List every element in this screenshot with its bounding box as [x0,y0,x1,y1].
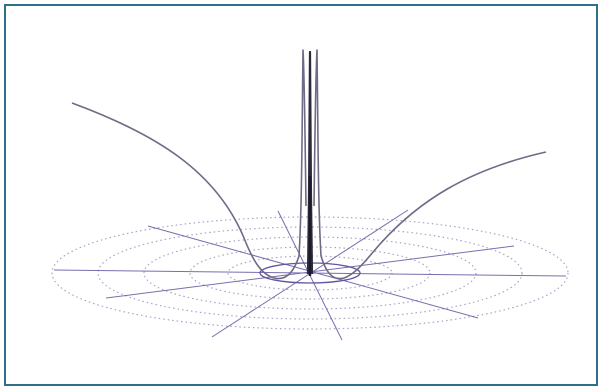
surface-profile-curves [71,102,547,280]
grid-ring-6 [51,216,569,330]
spike-outer-left [298,49,307,257]
central-spike [298,49,322,276]
right-profile-curve [320,151,547,280]
figure-frame [4,4,598,386]
left-profile-curve [71,102,300,280]
grid-ring-5 [97,226,523,320]
spike-outer-right [313,49,322,257]
grid-ring-3 [189,246,431,300]
spike-core [306,50,314,275]
polar-grid-rings [51,216,569,330]
polar-surface-figure [51,49,569,341]
grid-ring-2 [227,255,393,291]
grid-ring-4 [143,236,477,310]
